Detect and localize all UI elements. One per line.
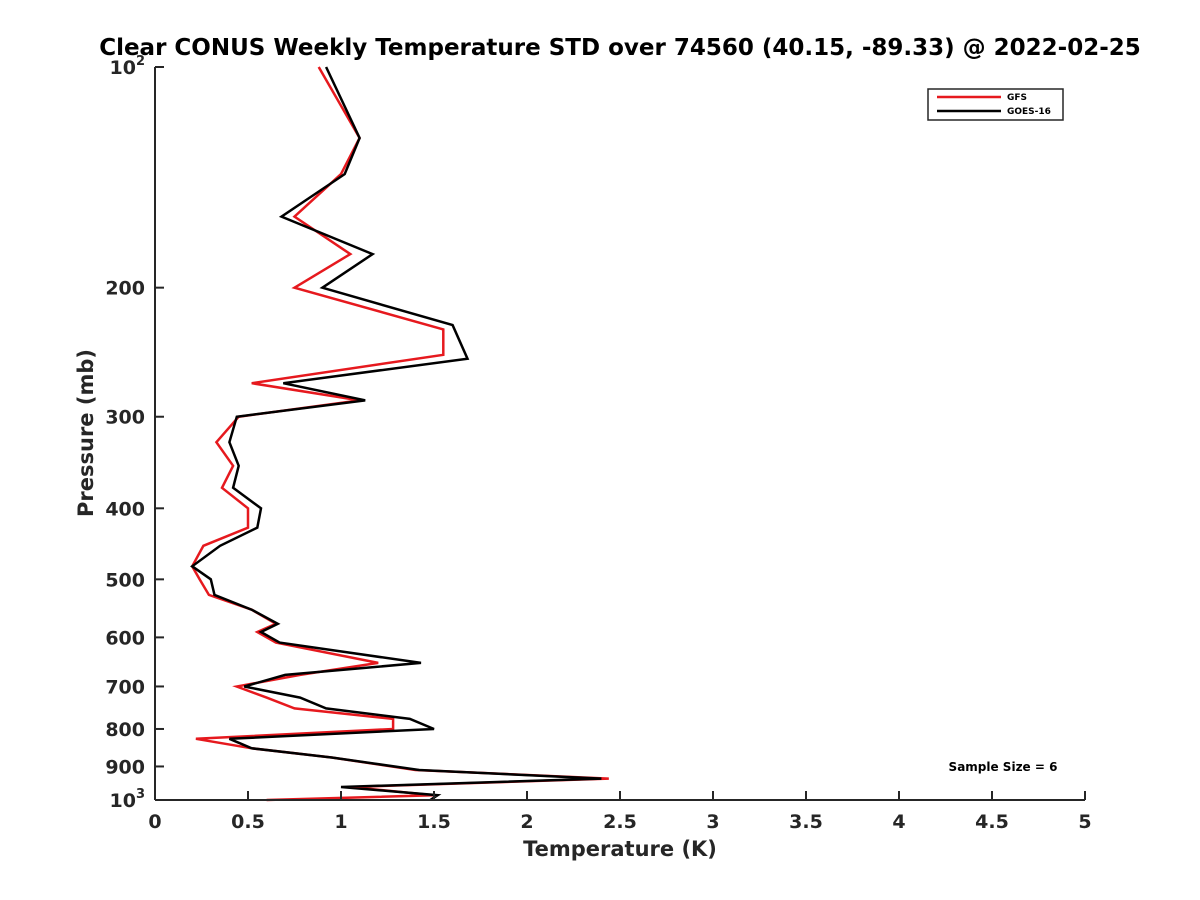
- y-tick-label: 500: [105, 569, 145, 591]
- x-axis-ticks: 0 0.5 1 1.5 2 2.5 3 3.5 4 4.5 5: [148, 791, 1091, 833]
- chart-title: Clear CONUS Weekly Temperature STD over …: [99, 35, 1141, 61]
- series-line-gfs: [192, 67, 609, 800]
- x-tick-label: 0: [148, 811, 161, 833]
- series-line-goes16: [192, 67, 601, 800]
- x-tick-label: 0.5: [231, 811, 265, 833]
- legend-label-gfs: GFS: [1007, 93, 1027, 103]
- y-tick-label: 900: [105, 756, 145, 778]
- y-tick-label: 103: [110, 787, 146, 812]
- y-tick-label: 102: [110, 54, 146, 79]
- x-tick-label: 4.5: [975, 811, 1009, 833]
- x-axis-label: Temperature (K): [523, 837, 717, 861]
- x-tick-label: 4: [892, 811, 905, 833]
- y-tick-label: 400: [105, 498, 145, 520]
- y-axis-label: Pressure (mb): [74, 349, 98, 517]
- y-tick-label: 800: [105, 719, 145, 741]
- y-tick-label: 200: [105, 278, 145, 300]
- x-tick-label: 1.5: [417, 811, 451, 833]
- x-tick-label: 1: [334, 811, 347, 833]
- legend: GFS GOES-16: [928, 89, 1063, 120]
- x-tick-label: 3: [706, 811, 719, 833]
- x-tick-label: 2: [520, 811, 533, 833]
- y-tick-label: 700: [105, 676, 145, 698]
- y-tick-label: 600: [105, 627, 145, 649]
- series-layer: [192, 67, 609, 800]
- legend-label-goes16: GOES-16: [1007, 107, 1051, 117]
- x-tick-label: 3.5: [789, 811, 823, 833]
- y-tick-label: 300: [105, 407, 145, 429]
- x-tick-label: 2.5: [603, 811, 637, 833]
- sample-size-annotation: Sample Size = 6: [949, 760, 1058, 774]
- x-tick-label: 5: [1078, 811, 1091, 833]
